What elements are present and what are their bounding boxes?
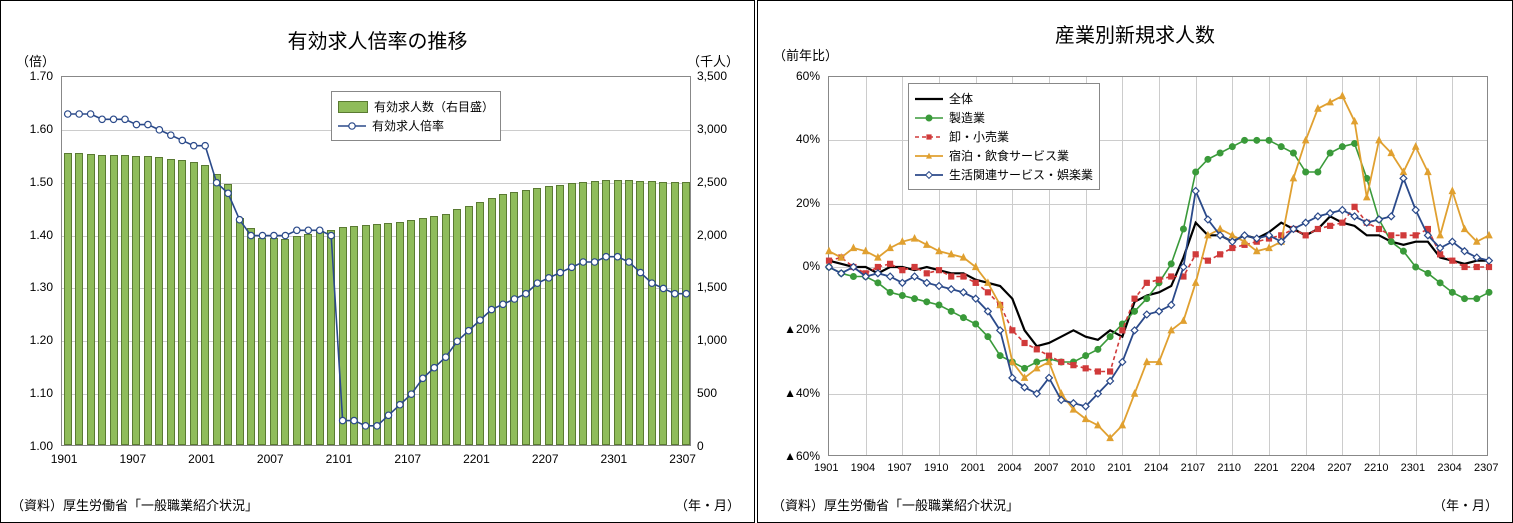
left-chart-title: 有効求人倍率の推移 <box>1 25 754 54</box>
y-tick: 40% <box>796 132 820 146</box>
x-tick: 2007 <box>257 452 284 466</box>
legend-label: 全体 <box>949 90 973 107</box>
x-tick: 2307 <box>669 452 696 466</box>
right-source: （資料）厚生労働省「一般職業紹介状況」 <box>772 495 1019 514</box>
y2-tick: 1,000 <box>697 333 727 347</box>
legend-label: 卸・小売業 <box>949 128 1009 145</box>
x-tick: 2007 <box>1034 462 1058 474</box>
right-y-unit: （前年比） <box>773 45 838 64</box>
y2-tick: 3,500 <box>697 69 727 83</box>
x-tick: 1904 <box>851 462 875 474</box>
y2-tick: 0 <box>697 439 704 453</box>
left-legend: 有効求人数（右目盛） 有効求人倍率 <box>331 91 501 141</box>
y-tick: ▲20% <box>784 322 820 336</box>
legend-label: 宿泊・飲食サービス業 <box>949 147 1069 164</box>
legend-label: 製造業 <box>949 109 985 126</box>
y1-tick: 1.10 <box>30 386 53 400</box>
x-tick: 2201 <box>1254 462 1278 474</box>
x-tick: 2207 <box>532 452 559 466</box>
right-chart-panel: 産業別新規求人数（前年比） ▲60% ▲40% ▲20% 0% 20% 40% 60% 1901… <box>757 0 1513 523</box>
x-tick: 1907 <box>887 462 911 474</box>
x-tick: 2107 <box>1181 462 1205 474</box>
y-tick: 20% <box>796 196 820 210</box>
y1-tick: 1.40 <box>30 228 53 242</box>
x-tick: 2104 <box>1144 462 1168 474</box>
y2-tick: 1,500 <box>697 280 727 294</box>
x-tick: 1901 <box>51 452 78 466</box>
legend-label: 生活関連サービス・娯楽業 <box>949 166 1093 183</box>
x-tick: 2207 <box>1327 462 1351 474</box>
x-tick: 2101 <box>326 452 353 466</box>
x-tick: 2004 <box>997 462 1021 474</box>
y1-tick: 1.00 <box>30 439 53 453</box>
x-tick: 2101 <box>1107 462 1131 474</box>
y-tick: ▲60% <box>784 449 820 463</box>
left-y2-unit: （千人） <box>687 51 739 70</box>
y-tick: ▲40% <box>784 386 820 400</box>
y2-tick: 500 <box>697 386 717 400</box>
y1-tick: 1.60 <box>30 122 53 136</box>
series-卸小売 <box>829 207 1489 372</box>
x-tick: 1901 <box>814 462 838 474</box>
x-tick: 1907 <box>119 452 146 466</box>
x-tick: 2107 <box>394 452 421 466</box>
left-source: （資料）厚生労働省「一般職業紹介状況」 <box>11 495 258 514</box>
x-tick: 2307 <box>1474 462 1498 474</box>
y2-tick: 3,000 <box>697 122 727 136</box>
left-x-axis-label: （年・月） <box>675 495 740 514</box>
y-tick: 60% <box>796 69 820 83</box>
x-tick: 2010 <box>1071 462 1095 474</box>
legend-label: 有効求人数（右目盛） <box>374 98 494 115</box>
right-x-axis-label: （年・月） <box>1433 495 1498 514</box>
right-legend: 全体製造業卸・小売業宿泊・飲食サービス業生活関連サービス・娯楽業 <box>908 83 1100 190</box>
x-tick: 2110 <box>1217 462 1241 474</box>
x-tick: 2001 <box>188 452 215 466</box>
x-tick: 2301 <box>601 452 628 466</box>
x-tick: 2210 <box>1364 462 1388 474</box>
charts-container: 有効求人倍率の推移（倍） （千人） 1.00 0 1.10 500 1.20 1,000 1.3… <box>0 0 1513 523</box>
y2-tick: 2,000 <box>697 228 727 242</box>
x-tick: 2201 <box>463 452 490 466</box>
x-tick: 2204 <box>1291 462 1315 474</box>
right-chart-title: 産業別新規求人数 <box>758 19 1512 48</box>
legend-label: 有効求人倍率 <box>372 117 444 134</box>
left-chart-panel: 有効求人倍率の推移（倍） （千人） 1.00 0 1.10 500 1.20 1,000 1.3… <box>0 0 755 523</box>
y2-tick: 2,500 <box>697 175 727 189</box>
y1-tick: 1.20 <box>30 333 53 347</box>
x-tick: 2304 <box>1437 462 1461 474</box>
x-tick: 2301 <box>1401 462 1425 474</box>
x-tick: 2001 <box>961 462 985 474</box>
y1-tick: 1.50 <box>30 175 53 189</box>
y-tick: 0% <box>803 259 820 273</box>
left-y1-unit: （倍） <box>16 51 55 70</box>
x-tick: 1910 <box>924 462 948 474</box>
y1-tick: 1.30 <box>30 280 53 294</box>
y1-tick: 1.70 <box>30 69 53 83</box>
